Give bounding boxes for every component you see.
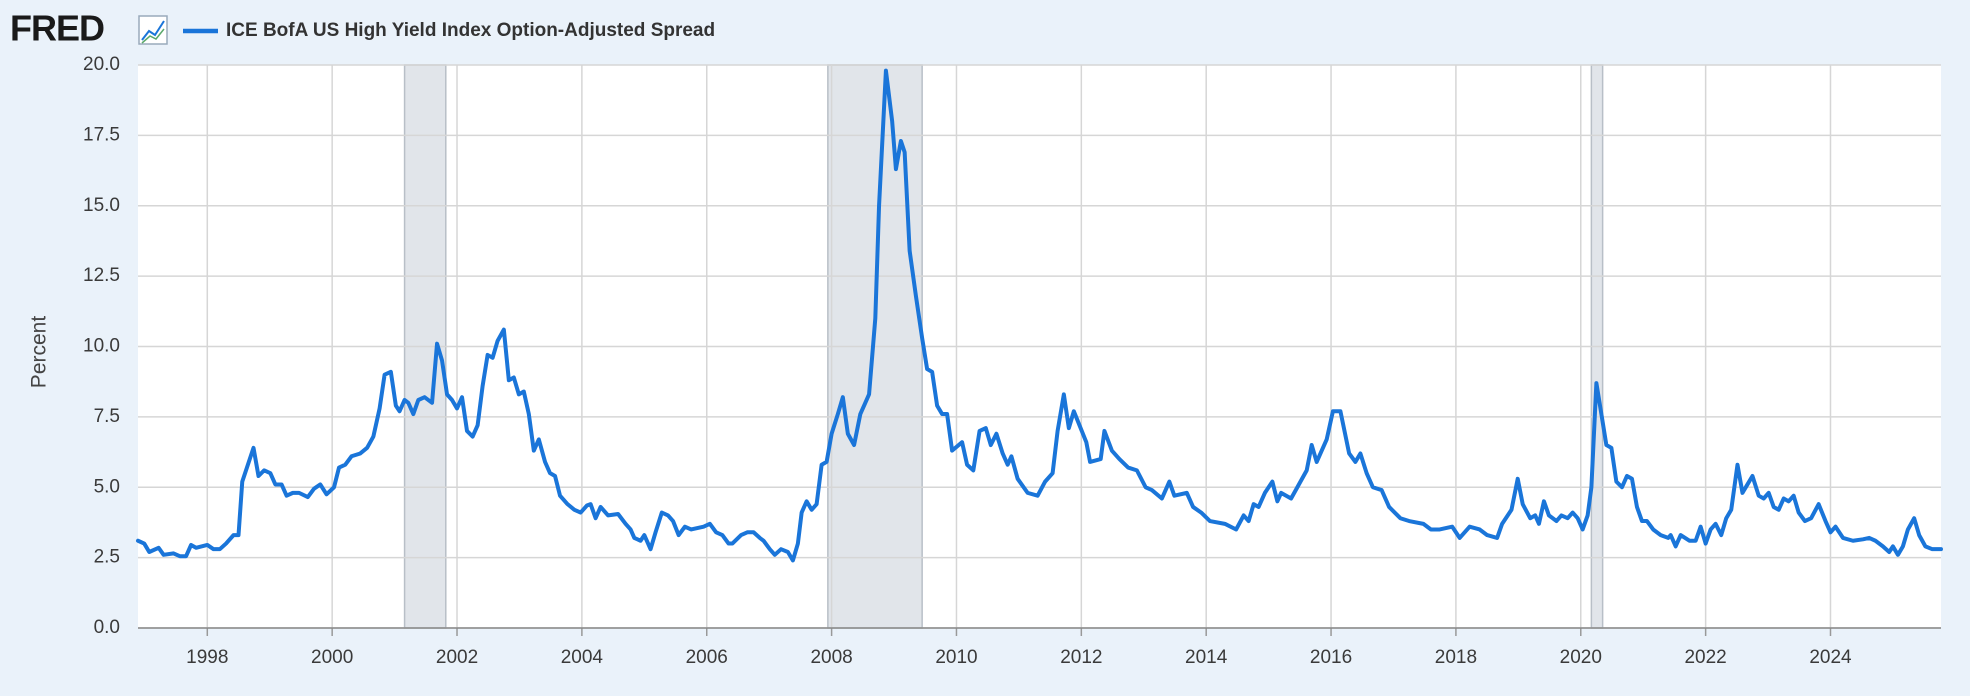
series-line bbox=[136, 68, 1943, 563]
x-tick-label: 2000 bbox=[311, 647, 353, 668]
y-axis-label: Percent bbox=[28, 316, 51, 389]
x-tick-label: 2004 bbox=[561, 647, 604, 668]
chart-icon bbox=[138, 15, 168, 45]
x-tick-label: 2006 bbox=[686, 647, 728, 668]
x-tick-label: 2022 bbox=[1684, 647, 1726, 668]
x-tick-label: 2018 bbox=[1435, 647, 1477, 668]
y-tick-label: 12.5 bbox=[83, 265, 120, 286]
x-tick-label: 2014 bbox=[1185, 647, 1228, 668]
y-tick-label: 15.0 bbox=[83, 195, 120, 216]
y-tick-label: 10.0 bbox=[83, 336, 120, 357]
y-tick-label: 2.5 bbox=[94, 547, 120, 568]
y-tick-label: 0.0 bbox=[94, 617, 120, 638]
y-tick-label: 20.0 bbox=[83, 54, 120, 75]
x-tick-label: 2012 bbox=[1060, 647, 1102, 668]
x-tick-label: 2010 bbox=[935, 647, 977, 668]
x-tick-label: 2020 bbox=[1560, 647, 1602, 668]
x-tick-label: 2002 bbox=[436, 647, 478, 668]
x-tick-label: 1998 bbox=[186, 647, 228, 668]
y-tick-label: 5.0 bbox=[94, 476, 120, 497]
legend-label: ICE BofA US High Yield Index Option-Adju… bbox=[226, 20, 715, 41]
x-tick-label: 2016 bbox=[1310, 647, 1352, 668]
y-tick-label: 17.5 bbox=[83, 124, 120, 145]
x-tick-label: 2024 bbox=[1809, 647, 1852, 668]
brand-logo: FRED bbox=[10, 8, 104, 49]
x-tick-label: 2008 bbox=[810, 647, 852, 668]
y-tick-label: 7.5 bbox=[94, 406, 120, 427]
